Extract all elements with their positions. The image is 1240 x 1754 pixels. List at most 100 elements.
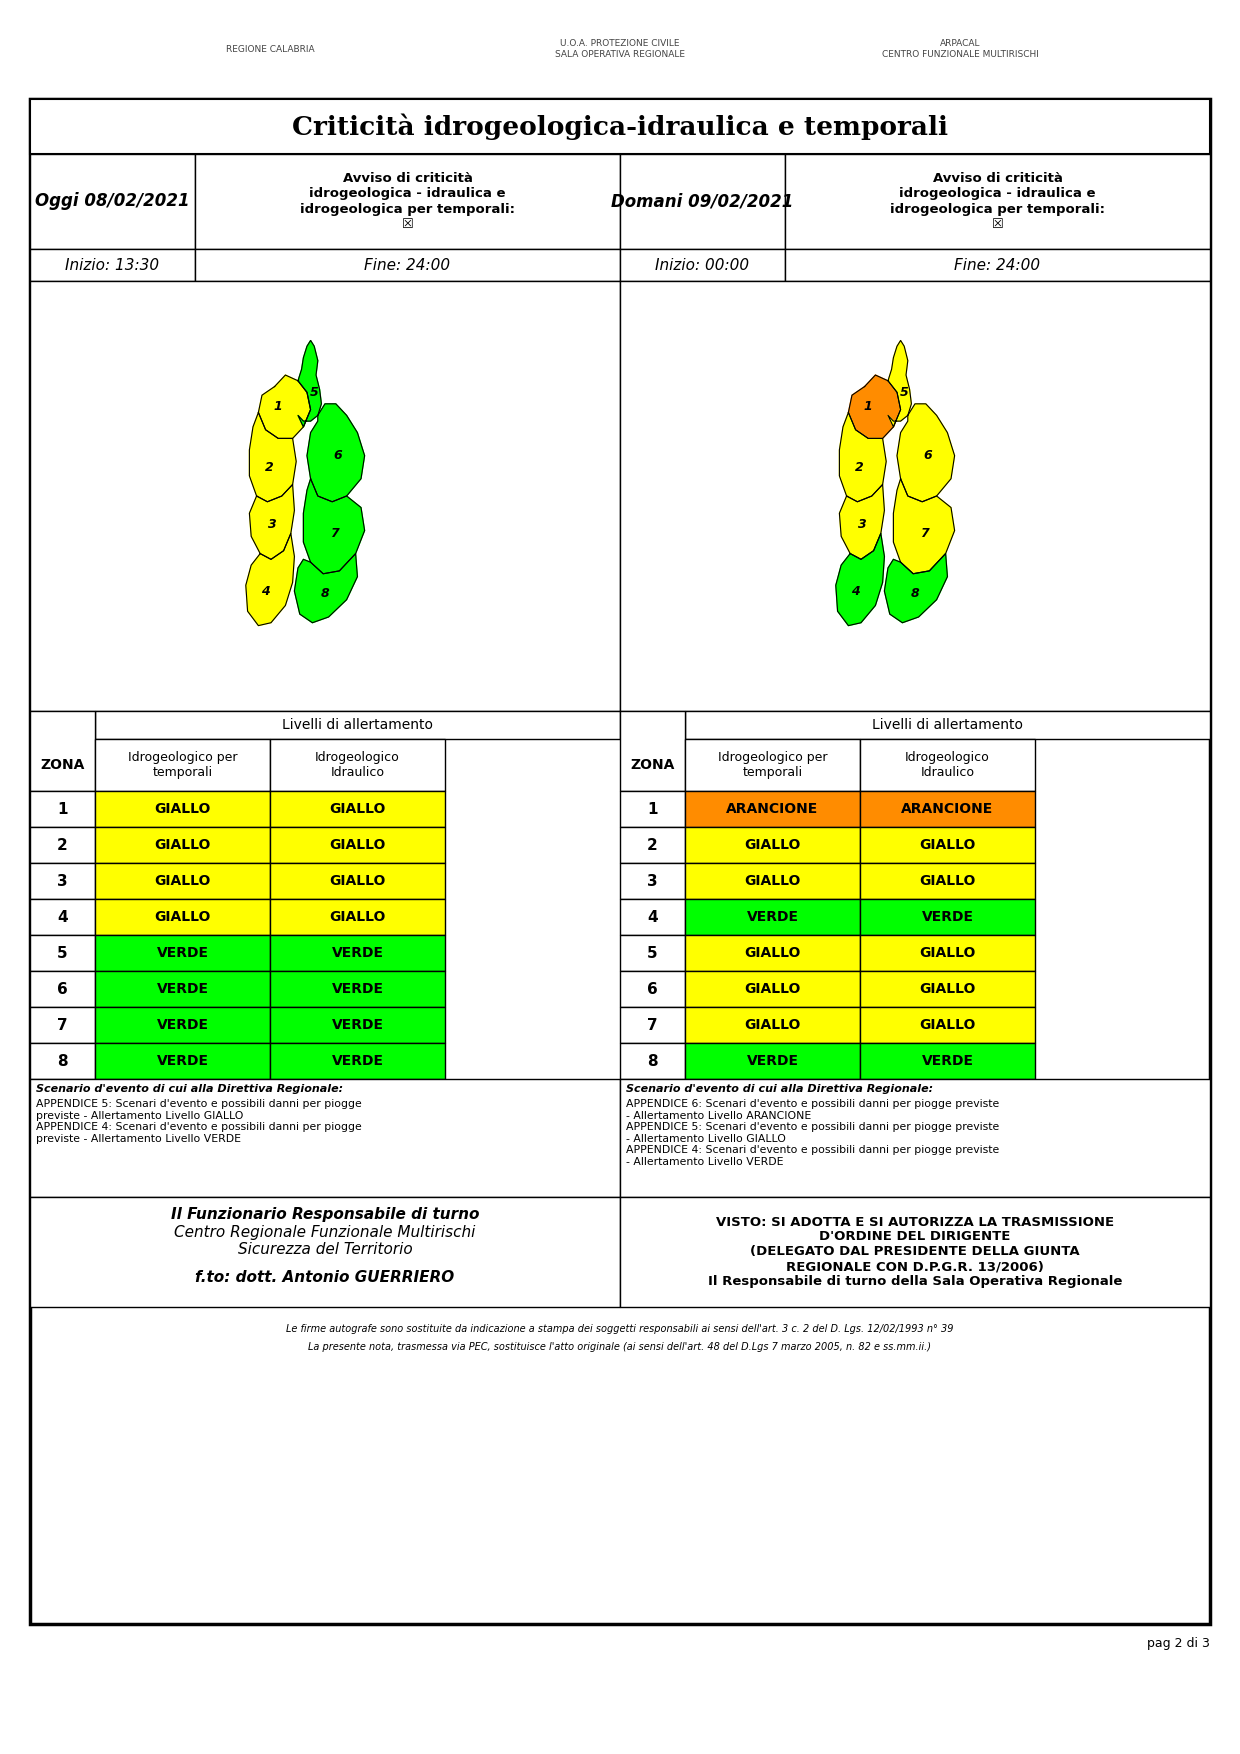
Polygon shape — [884, 554, 947, 623]
Bar — [620, 863, 684, 900]
Text: 3: 3 — [268, 517, 278, 531]
Text: Criticità idrogeologica-idraulica e temporali: Criticità idrogeologica-idraulica e temp… — [291, 114, 949, 140]
Text: VERDE: VERDE — [921, 910, 973, 924]
Text: 2: 2 — [265, 461, 274, 474]
Text: GIALLO: GIALLO — [919, 982, 976, 996]
Text: 2: 2 — [854, 461, 863, 474]
Text: Oggi 08/02/2021: Oggi 08/02/2021 — [35, 193, 190, 210]
Bar — [684, 863, 861, 900]
Bar — [95, 1044, 270, 1079]
Bar — [620, 710, 684, 791]
Text: f.to: dott. Antonio GUERRIERO: f.to: dott. Antonio GUERRIERO — [196, 1270, 455, 1284]
Text: VERDE: VERDE — [156, 1054, 208, 1068]
Text: 6: 6 — [647, 982, 658, 996]
Text: Fine: 24:00: Fine: 24:00 — [365, 258, 450, 272]
Text: GIALLO: GIALLO — [154, 802, 211, 816]
Text: 5: 5 — [310, 386, 319, 398]
Bar — [861, 826, 1035, 863]
Bar — [684, 935, 861, 972]
Bar — [620, 249, 785, 281]
Text: VERDE: VERDE — [156, 1017, 208, 1031]
Text: 8: 8 — [57, 1054, 68, 1068]
Text: 7: 7 — [920, 526, 929, 540]
Text: GIALLO: GIALLO — [744, 982, 801, 996]
Polygon shape — [249, 484, 294, 560]
Bar — [30, 1079, 620, 1196]
Text: GIALLO: GIALLO — [744, 945, 801, 959]
Bar — [30, 791, 95, 826]
Bar — [95, 791, 270, 826]
Bar — [30, 863, 95, 900]
Text: 4: 4 — [262, 584, 270, 598]
Text: GIALLO: GIALLO — [330, 838, 386, 852]
Polygon shape — [298, 340, 321, 426]
Text: ZONA: ZONA — [630, 758, 675, 772]
Bar — [620, 154, 785, 249]
Text: VERDE: VERDE — [156, 982, 208, 996]
Text: GIALLO: GIALLO — [919, 1017, 976, 1031]
Text: APPENDICE 5: Scenari d'evento e possibili danni per piogge
previste - Allertamen: APPENDICE 5: Scenari d'evento e possibil… — [36, 1100, 362, 1144]
Text: 8: 8 — [910, 588, 919, 600]
Bar — [30, 1044, 95, 1079]
Bar — [785, 154, 1210, 249]
Polygon shape — [897, 403, 955, 502]
Text: GIALLO: GIALLO — [919, 945, 976, 959]
Bar — [620, 1079, 1210, 1196]
Text: GIALLO: GIALLO — [154, 910, 211, 924]
Bar — [861, 972, 1035, 1007]
Text: Le firme autografe sono sostituite da indicazione a stampa dei soggetti responsa: Le firme autografe sono sostituite da in… — [286, 1324, 954, 1335]
Bar — [195, 154, 620, 249]
Bar — [620, 826, 684, 863]
Bar — [861, 791, 1035, 826]
Text: Livelli di allertamento: Livelli di allertamento — [872, 717, 1023, 731]
Text: Fine: 24:00: Fine: 24:00 — [955, 258, 1040, 272]
Text: APPENDICE 6: Scenari d'evento e possibili danni per piogge previste
- Allertamen: APPENDICE 6: Scenari d'evento e possibil… — [626, 1100, 999, 1166]
Text: VERDE: VERDE — [746, 910, 799, 924]
Bar — [270, 900, 445, 935]
Bar — [620, 281, 1210, 710]
Text: 7: 7 — [647, 1017, 657, 1033]
Bar — [95, 972, 270, 1007]
Bar — [785, 249, 1210, 281]
Text: 1: 1 — [864, 400, 873, 414]
Text: 3: 3 — [57, 873, 68, 889]
Text: La presente nota, trasmessa via PEC, sostituisce l'atto originale (ai sensi dell: La presente nota, trasmessa via PEC, sos… — [309, 1342, 931, 1352]
Text: Centro Regionale Funzionale Multirischi
Sicurezza del Territorio: Centro Regionale Funzionale Multirischi … — [175, 1224, 476, 1258]
Bar — [620, 1007, 684, 1044]
Bar — [620, 935, 684, 972]
Text: 1: 1 — [647, 802, 657, 817]
Text: GIALLO: GIALLO — [919, 873, 976, 888]
Text: GIALLO: GIALLO — [154, 838, 211, 852]
Text: 6: 6 — [924, 449, 932, 463]
Text: REGIONE CALABRIA: REGIONE CALABRIA — [226, 44, 314, 54]
Polygon shape — [839, 412, 887, 502]
Text: Inizio: 00:00: Inizio: 00:00 — [656, 258, 749, 272]
Text: VERDE: VERDE — [156, 945, 208, 959]
Polygon shape — [839, 484, 884, 560]
Text: Avviso di criticità
idrogeologica - idraulica e
idrogeologica per temporali:
☒: Avviso di criticità idrogeologica - idra… — [890, 172, 1105, 230]
Text: Inizio: 13:30: Inizio: 13:30 — [66, 258, 160, 272]
Bar — [270, 791, 445, 826]
Bar — [861, 863, 1035, 900]
Polygon shape — [304, 479, 365, 574]
Text: GIALLO: GIALLO — [330, 910, 386, 924]
Text: Il Funzionario Responsabile di turno: Il Funzionario Responsabile di turno — [171, 1207, 479, 1223]
Text: ARPACAL
CENTRO FUNZIONALE MULTIRISCHI: ARPACAL CENTRO FUNZIONALE MULTIRISCHI — [882, 39, 1038, 58]
Bar — [30, 98, 1210, 1624]
Bar — [95, 935, 270, 972]
Bar — [270, 1044, 445, 1079]
Bar — [270, 1007, 445, 1044]
Bar — [861, 1007, 1035, 1044]
Bar — [861, 738, 1035, 791]
Polygon shape — [848, 375, 900, 438]
Bar — [30, 1007, 95, 1044]
Text: Scenario d'evento di cui alla Direttiva Regionale:: Scenario d'evento di cui alla Direttiva … — [36, 1084, 343, 1094]
Text: VERDE: VERDE — [746, 1054, 799, 1068]
Text: Livelli di allertamento: Livelli di allertamento — [281, 717, 433, 731]
Bar — [95, 900, 270, 935]
Text: 8: 8 — [647, 1054, 657, 1068]
Text: 2: 2 — [647, 837, 658, 852]
Bar — [861, 900, 1035, 935]
Text: VERDE: VERDE — [921, 1054, 973, 1068]
Text: GIALLO: GIALLO — [744, 1017, 801, 1031]
